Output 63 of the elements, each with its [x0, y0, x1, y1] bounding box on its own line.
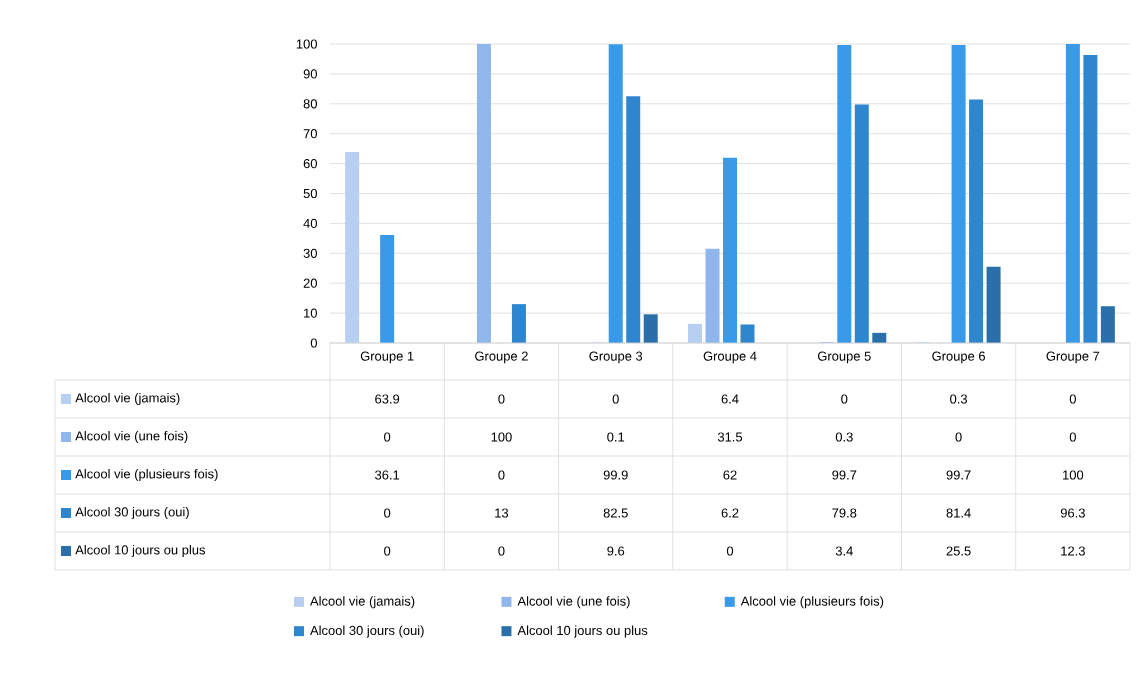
y-tick-label: 30: [303, 248, 317, 258]
data-label: 0: [1069, 394, 1076, 404]
y-tick-label: 40: [303, 218, 317, 228]
data-label: 79.8: [832, 508, 857, 518]
data-label: 0.1: [607, 432, 625, 442]
x-tick-label: Groupe 5: [817, 351, 871, 364]
x-tick-label: Groupe 6: [932, 351, 985, 364]
y-tick-label: 10: [304, 308, 317, 318]
y-tick-label: 70: [303, 129, 317, 139]
data-label: 6.2: [721, 508, 739, 518]
data-label: 62: [723, 470, 737, 480]
y-tick-label: 20: [303, 278, 317, 288]
data-label: 0: [498, 394, 505, 404]
data-label: 0: [1069, 432, 1076, 442]
data-label: 3.4: [835, 546, 853, 556]
data-label: 0: [498, 470, 505, 480]
data-label: 36.1: [375, 470, 400, 480]
text: Alcool vie (jamais): [310, 596, 415, 609]
data-label: 100: [491, 432, 512, 442]
legend-label: Alcool vie (plusieurs fois): [75, 468, 218, 482]
data-label: 100: [1063, 470, 1084, 480]
data-label: 13: [495, 508, 509, 518]
data-label: 99.9: [603, 470, 628, 480]
y-tick-label: 100: [296, 39, 317, 49]
data-label: 0: [384, 508, 391, 518]
data-label: 0: [841, 394, 848, 404]
data-label: 0: [726, 546, 734, 556]
y-tick-label: 50: [303, 188, 317, 199]
data-label: 0.3: [950, 394, 968, 404]
data-label: 63.9: [375, 394, 400, 404]
x-tick-label: Groupe 1: [360, 351, 414, 364]
y-tick-label: 0: [310, 338, 317, 348]
data-label: 99.7: [946, 470, 971, 480]
text: Alcool 10 jours ou plus: [75, 544, 206, 558]
data-label: 9.6: [607, 546, 625, 556]
y-tick-label: 60: [303, 159, 317, 169]
data-label: 0: [384, 432, 391, 442]
text: Alcool 30 jours (oui): [75, 506, 189, 520]
x-tick-label: Groupe 3: [589, 351, 643, 364]
data-label: 25.5: [946, 546, 971, 556]
y-tick-label: 90: [303, 69, 317, 79]
x-tick-label: Groupe 4: [703, 351, 757, 364]
data-label: 0: [498, 546, 505, 556]
legend-label: Alcool 10 jours ou plus: [517, 625, 648, 638]
legend-label: Alcool vie (une fois): [517, 596, 630, 609]
data-label: 0: [384, 546, 391, 556]
data-label: 12.3: [1061, 546, 1085, 556]
data-label: 0.3: [835, 432, 853, 442]
data-label: 96.3: [1060, 508, 1085, 518]
x-tick-label: Groupe 2: [475, 351, 528, 364]
data-label: 0: [955, 432, 962, 442]
y-tick-label: 80: [303, 99, 317, 109]
data-label: 81.4: [946, 508, 971, 518]
data-label: 31.5: [717, 432, 743, 442]
text: Alcool vie (une fois): [75, 430, 188, 444]
legend-label: Alcool vie (jamais): [75, 392, 180, 406]
data-label: 6.4: [721, 394, 739, 404]
data-label: 0: [612, 394, 619, 404]
text: Alcool vie (plusieurs fois): [740, 596, 884, 609]
legend-label: Alcool 30 jours (oui): [310, 625, 424, 638]
data-label: 82.5: [603, 508, 628, 518]
x-tick-label: Groupe 7: [1046, 351, 1100, 364]
data-label: 99.7: [832, 470, 857, 480]
